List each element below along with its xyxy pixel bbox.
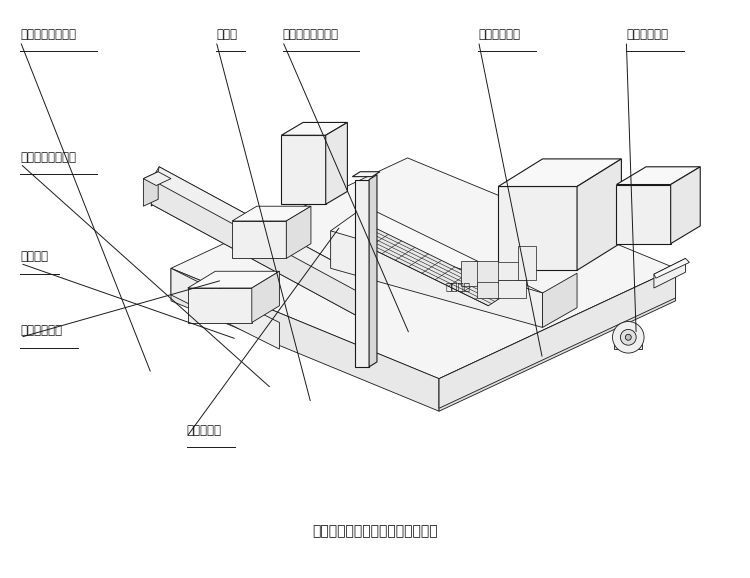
Polygon shape bbox=[171, 158, 676, 379]
Polygon shape bbox=[188, 271, 280, 288]
Text: 液氮控制閥: 液氮控制閥 bbox=[187, 424, 221, 437]
Text: 裝夾窗口: 裝夾窗口 bbox=[446, 281, 470, 291]
Polygon shape bbox=[171, 268, 439, 411]
Polygon shape bbox=[152, 175, 368, 288]
Polygon shape bbox=[143, 172, 158, 206]
Polygon shape bbox=[281, 123, 347, 135]
Polygon shape bbox=[439, 268, 676, 411]
Circle shape bbox=[613, 321, 644, 353]
Polygon shape bbox=[171, 268, 280, 349]
Polygon shape bbox=[542, 273, 577, 328]
Polygon shape bbox=[460, 261, 476, 286]
Polygon shape bbox=[518, 246, 536, 280]
Circle shape bbox=[626, 334, 632, 340]
Text: 頂緊氣缸組件: 頂緊氣缸組件 bbox=[478, 28, 520, 41]
Polygon shape bbox=[616, 167, 701, 184]
Text: 定位氣缸組件: 定位氣缸組件 bbox=[626, 28, 668, 41]
Text: 送樣氣缸組件: 送樣氣缸組件 bbox=[20, 324, 62, 338]
Polygon shape bbox=[331, 206, 542, 317]
Polygon shape bbox=[439, 268, 676, 408]
Text: 縱向裝樣氣缸組件: 縱向裝樣氣缸組件 bbox=[20, 151, 76, 164]
Polygon shape bbox=[476, 282, 498, 298]
Polygon shape bbox=[496, 262, 526, 280]
Polygon shape bbox=[352, 172, 380, 177]
Text: 拆去上蓋試樣排列: 拆去上蓋試樣排列 bbox=[283, 28, 338, 41]
Polygon shape bbox=[498, 159, 622, 187]
Polygon shape bbox=[614, 339, 642, 349]
Polygon shape bbox=[326, 123, 347, 204]
Polygon shape bbox=[252, 271, 280, 323]
Polygon shape bbox=[152, 184, 368, 303]
Polygon shape bbox=[152, 175, 166, 206]
Circle shape bbox=[620, 329, 636, 345]
Polygon shape bbox=[498, 187, 577, 271]
Text: 高低溫室: 高低溫室 bbox=[20, 250, 48, 264]
Polygon shape bbox=[286, 206, 311, 258]
Polygon shape bbox=[616, 184, 670, 244]
Polygon shape bbox=[152, 180, 360, 317]
Polygon shape bbox=[232, 221, 286, 258]
Polygon shape bbox=[152, 167, 368, 317]
Polygon shape bbox=[577, 159, 622, 271]
Polygon shape bbox=[654, 258, 686, 288]
Polygon shape bbox=[473, 261, 498, 283]
Polygon shape bbox=[670, 167, 700, 244]
Polygon shape bbox=[356, 180, 369, 367]
Polygon shape bbox=[152, 175, 375, 298]
Polygon shape bbox=[496, 280, 526, 298]
Polygon shape bbox=[331, 231, 542, 328]
Polygon shape bbox=[369, 175, 377, 367]
Text: 低溫室、試樣排列及自動送樣裝置: 低溫室、試樣排列及自動送樣裝置 bbox=[312, 524, 438, 538]
Text: 試樣架: 試樣架 bbox=[216, 28, 237, 41]
Polygon shape bbox=[654, 258, 689, 278]
Polygon shape bbox=[188, 288, 252, 323]
Polygon shape bbox=[143, 172, 171, 186]
Polygon shape bbox=[232, 206, 311, 221]
Polygon shape bbox=[356, 228, 508, 306]
Text: 橫向裝樣氣缸組件: 橫向裝樣氣缸組件 bbox=[20, 28, 76, 41]
Polygon shape bbox=[152, 167, 368, 293]
Polygon shape bbox=[281, 135, 326, 204]
